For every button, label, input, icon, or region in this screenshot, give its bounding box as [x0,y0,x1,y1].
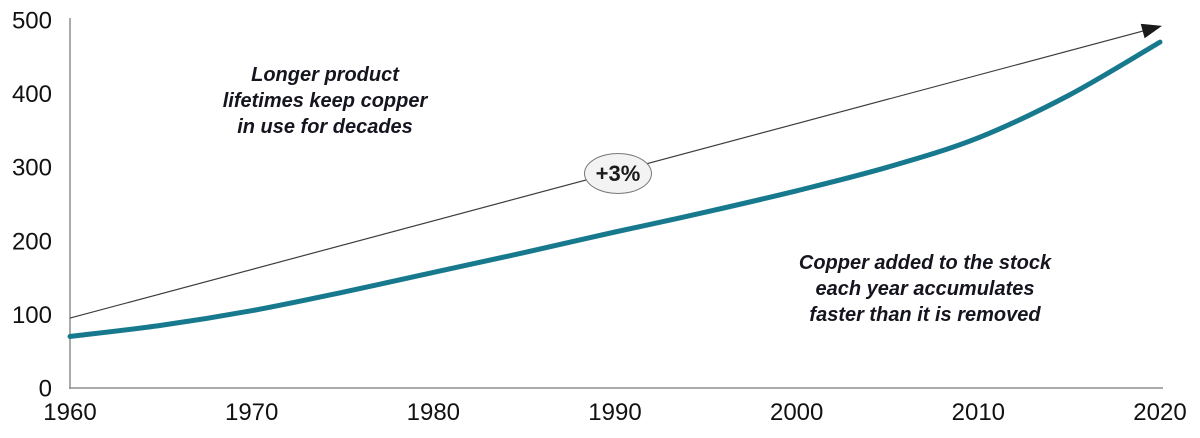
annotation-line: in use for decades [237,116,413,138]
y-tick-label: 400 [12,81,52,108]
y-tick-label: 300 [12,155,52,182]
x-tick-label: 1990 [588,399,641,426]
x-tick-label: 2000 [770,399,823,426]
x-tick-label: 1980 [407,399,460,426]
y-tick-label: 100 [12,302,52,329]
annotation-line: Longer product [251,64,399,86]
annotation-stock-accumulation: Copper added to the stock each year accu… [755,250,1095,328]
y-tick-label: 200 [12,228,52,255]
growth-rate-badge: +3% [584,153,652,194]
annotation-line: each year accumulates [815,278,1035,300]
growth-rate-label: +3% [595,160,641,186]
x-tick-label: 1970 [225,399,278,426]
copper-stock-curve [67,39,1163,339]
x-tick-label: 2020 [1133,399,1186,426]
y-tick-label: 0 [39,376,52,403]
annotation-line: Copper added to the stock [798,252,1052,274]
annotation-product-lifetimes: Longer product lifetimes keep copper in … [175,62,475,140]
x-tick-label: 2010 [952,399,1005,426]
growth-trend-arrowhead [1140,23,1162,39]
y-tick-label: 500 [12,8,52,35]
annotation-line: faster than it is removed [809,304,1041,326]
x-tick-label: 1960 [43,399,96,426]
annotation-line: lifetimes keep copper [222,90,428,112]
